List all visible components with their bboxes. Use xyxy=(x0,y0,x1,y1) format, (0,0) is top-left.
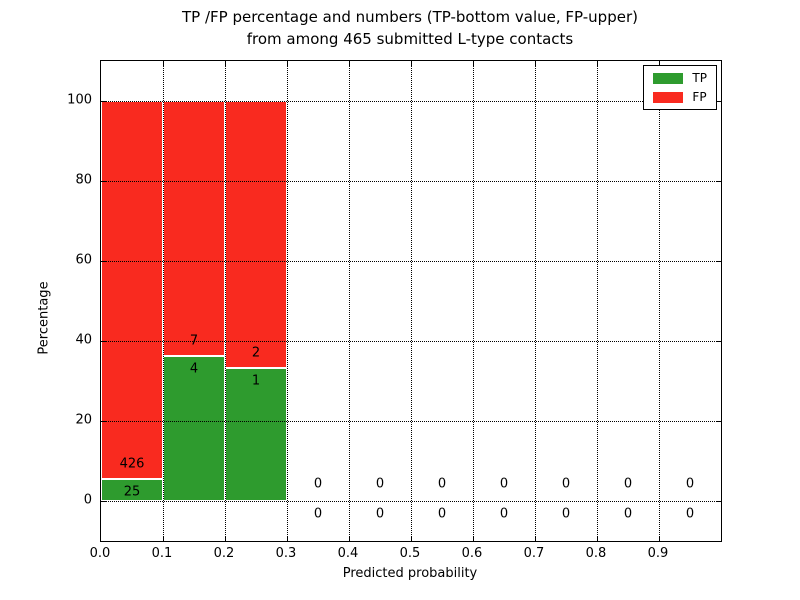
legend-entry-fp: FP xyxy=(653,91,707,103)
annotation-fp-count: 0 xyxy=(685,476,695,492)
annotation-tp-count: 0 xyxy=(623,506,633,522)
bar-segment-tp xyxy=(101,478,163,501)
x-gridline xyxy=(225,61,226,541)
annotation-tp-count: 0 xyxy=(499,506,509,522)
annotation-fp-count: 426 xyxy=(119,456,145,472)
legend-label-fp: FP xyxy=(692,90,707,104)
x-tick-mark xyxy=(535,61,536,66)
annotation-fp-count: 0 xyxy=(561,476,571,492)
x-tick-mark xyxy=(225,61,226,66)
y-tick-label: 80 xyxy=(75,172,92,188)
tp-color-swatch xyxy=(653,72,684,84)
bar-segment-fp xyxy=(101,101,163,479)
x-tick-mark xyxy=(225,536,226,541)
y-tick-mark xyxy=(716,341,721,342)
x-tick-label: 0.3 xyxy=(275,546,297,561)
x-gridline xyxy=(535,61,536,541)
x-tick-mark xyxy=(287,536,288,541)
x-tick-mark xyxy=(411,61,412,66)
annotation-fp-count: 2 xyxy=(251,345,261,361)
x-tick-label: 0.4 xyxy=(337,546,359,561)
chart-title-line2: from among 465 submitted L-type contacts xyxy=(246,30,574,48)
x-tick-mark xyxy=(659,536,660,541)
x-gridline xyxy=(287,61,288,541)
x-tick-mark xyxy=(349,61,350,66)
annotation-fp-count: 7 xyxy=(189,333,199,349)
y-tick-label: 100 xyxy=(67,92,92,108)
fp-color-swatch xyxy=(653,91,684,103)
x-gridline xyxy=(349,61,350,541)
annotation-tp-count: 0 xyxy=(375,506,385,522)
y-tick-mark xyxy=(716,501,721,502)
x-tick-mark xyxy=(535,536,536,541)
y-tick-mark xyxy=(101,181,106,182)
x-tick-mark xyxy=(597,536,598,541)
x-tick-mark xyxy=(349,536,350,541)
x-gridline xyxy=(659,61,660,541)
y-tick-mark xyxy=(101,101,106,102)
y-tick-mark xyxy=(101,421,106,422)
annotation-fp-count: 0 xyxy=(499,476,509,492)
bar-segment-fp xyxy=(163,101,225,356)
x-tick-mark xyxy=(287,61,288,66)
annotation-fp-count: 0 xyxy=(623,476,633,492)
x-gridline xyxy=(597,61,598,541)
chart-title: TP /FP percentage and numbers (TP-bottom… xyxy=(100,6,720,50)
annotation-fp-count: 0 xyxy=(313,476,323,492)
annotation-tp-count: 0 xyxy=(437,506,447,522)
annotation-tp-count: 0 xyxy=(313,506,323,522)
annotation-fp-count: 0 xyxy=(375,476,385,492)
x-tick-label: 0.0 xyxy=(89,546,111,561)
x-tick-label: 0.1 xyxy=(151,546,173,561)
legend-label-tp: TP xyxy=(692,71,707,85)
x-tick-mark xyxy=(163,61,164,66)
y-tick-mark xyxy=(101,261,106,262)
bar-segment-fp xyxy=(225,101,287,368)
annotation-tp-count: 1 xyxy=(251,373,261,389)
y-tick-mark xyxy=(716,421,721,422)
x-tick-mark xyxy=(163,536,164,541)
annotation-fp-count: 0 xyxy=(437,476,447,492)
x-tick-label: 0.9 xyxy=(647,546,669,561)
annotation-tp-count: 0 xyxy=(561,506,571,522)
annotation-tp-count: 25 xyxy=(123,484,141,500)
plot-area: TP FP 426 25 7 4 2 1 0 0 0 0 0 0 0 0 0 0 0 0 0 0 xyxy=(100,60,722,542)
bar-segment-tp xyxy=(225,367,287,501)
x-tick-mark xyxy=(659,61,660,66)
y-tick-label: 20 xyxy=(75,412,92,428)
x-tick-label: 0.6 xyxy=(461,546,483,561)
chart-title-line1: TP /FP percentage and numbers (TP-bottom… xyxy=(182,8,638,26)
y-tick-mark xyxy=(716,181,721,182)
annotation-tp-count: 4 xyxy=(189,361,199,377)
bar-segment-tp xyxy=(163,355,225,501)
y-tick-mark xyxy=(716,261,721,262)
y-tick-label: 40 xyxy=(75,332,92,348)
y-tick-label: 60 xyxy=(75,252,92,268)
x-tick-mark xyxy=(597,61,598,66)
x-tick-mark xyxy=(473,61,474,66)
x-gridline xyxy=(163,61,164,541)
x-tick-label: 0.8 xyxy=(585,546,607,561)
x-gridline xyxy=(411,61,412,541)
y-tick-mark xyxy=(101,341,106,342)
legend: TP FP xyxy=(643,65,717,110)
y-tick-mark xyxy=(716,101,721,102)
y-tick-mark xyxy=(101,501,106,502)
x-tick-label: 0.5 xyxy=(399,546,421,561)
legend-entry-tp: TP xyxy=(653,72,707,84)
x-axis-label: Predicted probability xyxy=(342,566,478,581)
x-gridline xyxy=(473,61,474,541)
x-tick-mark xyxy=(411,536,412,541)
annotation-tp-count: 0 xyxy=(685,506,695,522)
y-tick-label: 0 xyxy=(83,492,92,508)
x-tick-label: 0.2 xyxy=(213,546,235,561)
x-tick-mark xyxy=(473,536,474,541)
x-tick-label: 0.7 xyxy=(523,546,545,561)
